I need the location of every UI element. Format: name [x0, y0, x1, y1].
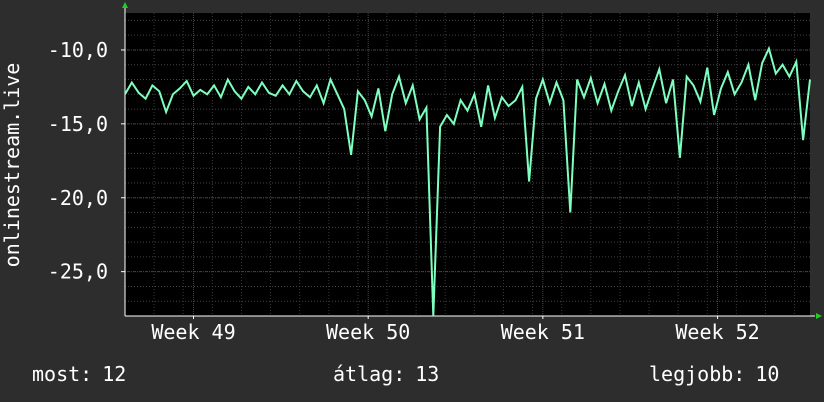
x-tick-label: Week 49	[151, 320, 235, 344]
series-line	[124, 45, 811, 317]
legend-current: most: 12	[32, 362, 126, 386]
y-axis-arrow	[122, 2, 128, 8]
best-value: 10	[755, 362, 780, 386]
y-tick-label: -10,0	[48, 38, 108, 62]
y-tick-label: -25,0	[48, 260, 108, 284]
x-ticks: Week 49 Week 50 Week 51 Week 52	[151, 316, 760, 344]
y-tick-label: -15,0	[48, 112, 108, 136]
x-axis-arrow	[816, 313, 822, 319]
best-label: legjobb:	[649, 362, 746, 386]
x-tick-label: Week 51	[501, 320, 585, 344]
average-label: átlag:	[333, 362, 406, 386]
legend-average: átlag: 13	[333, 362, 439, 386]
current-label: most:	[32, 362, 93, 386]
grid	[124, 13, 810, 317]
average-value: 13	[415, 362, 440, 386]
legend-best: legjobb: 10	[649, 362, 779, 386]
y-axis-label: onlinestream.live	[0, 63, 24, 268]
y-ticks: -10,0 -15,0 -20,0 -25,0	[48, 38, 125, 284]
x-tick-label: Week 50	[326, 320, 410, 344]
plot-area	[125, 13, 810, 316]
current-value: 12	[102, 362, 127, 386]
x-tick-label: Week 52	[675, 320, 759, 344]
axes	[122, 2, 822, 319]
y-tick-label: -20,0	[48, 186, 108, 210]
